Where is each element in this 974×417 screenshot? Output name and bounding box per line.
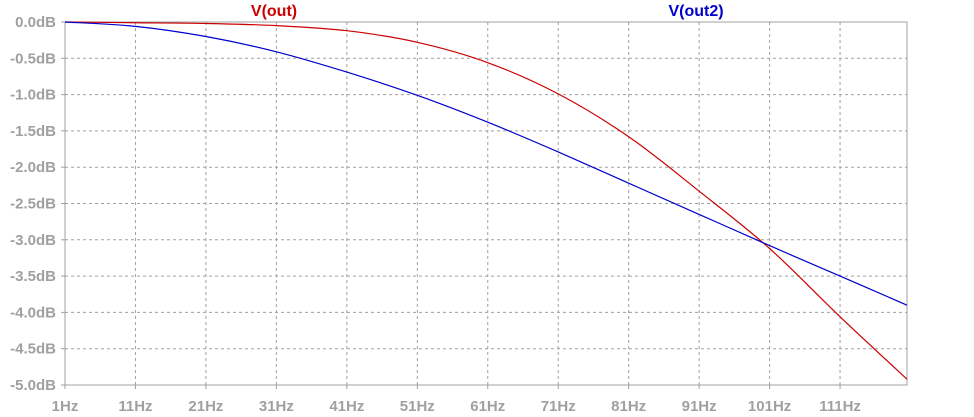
y-tick-label: 0.0dB: [15, 14, 56, 31]
x-tick-label: 81Hz: [611, 398, 646, 415]
x-tick-label: 51Hz: [400, 398, 435, 415]
y-tick-label: -0.5dB: [10, 50, 56, 67]
y-tick-label: -1.0dB: [10, 87, 56, 104]
y-tick-label: -2.5dB: [10, 196, 56, 213]
grid: [65, 22, 907, 385]
y-tick-label: -3.0dB: [10, 232, 56, 249]
y-tick-label: -4.0dB: [10, 304, 56, 321]
y-tick-label: -5.0dB: [10, 377, 56, 394]
y-tick-label: -3.5dB: [10, 268, 56, 285]
x-tick-label: 101Hz: [748, 398, 791, 415]
y-tick-label: -4.5dB: [10, 341, 56, 358]
x-tick-label: 41Hz: [329, 398, 364, 415]
x-tick-label: 71Hz: [541, 398, 576, 415]
y-axis-ticks: 0.0dB -0.5dB -1.0dB -1.5dB -2.0dB -2.5dB -3.0d…: [10, 14, 65, 394]
x-axis-ticks: 1Hz 11Hz 21Hz 31Hz 41Hz 51Hz 61Hz 71Hz 81Hz 91Hz 1…: [52, 385, 861, 415]
x-tick-label: 21Hz: [188, 398, 223, 415]
x-tick-label: 31Hz: [259, 398, 294, 415]
legend-vout2: V(out2): [668, 3, 723, 20]
x-tick-label: 11Hz: [118, 398, 152, 415]
x-tick-label: 61Hz: [470, 398, 505, 415]
x-tick-label: 111Hz: [819, 398, 861, 415]
series-line-vout: [64, 21, 908, 380]
x-tick-label: 1Hz: [52, 398, 79, 415]
y-tick-label: -2.0dB: [10, 159, 56, 176]
series-line-vout2: [64, 21, 908, 306]
x-tick-label: 91Hz: [682, 398, 717, 415]
series-lines: [64, 21, 908, 380]
y-tick-label: -1.5dB: [10, 123, 56, 140]
legend-vout: V(out): [251, 3, 297, 20]
